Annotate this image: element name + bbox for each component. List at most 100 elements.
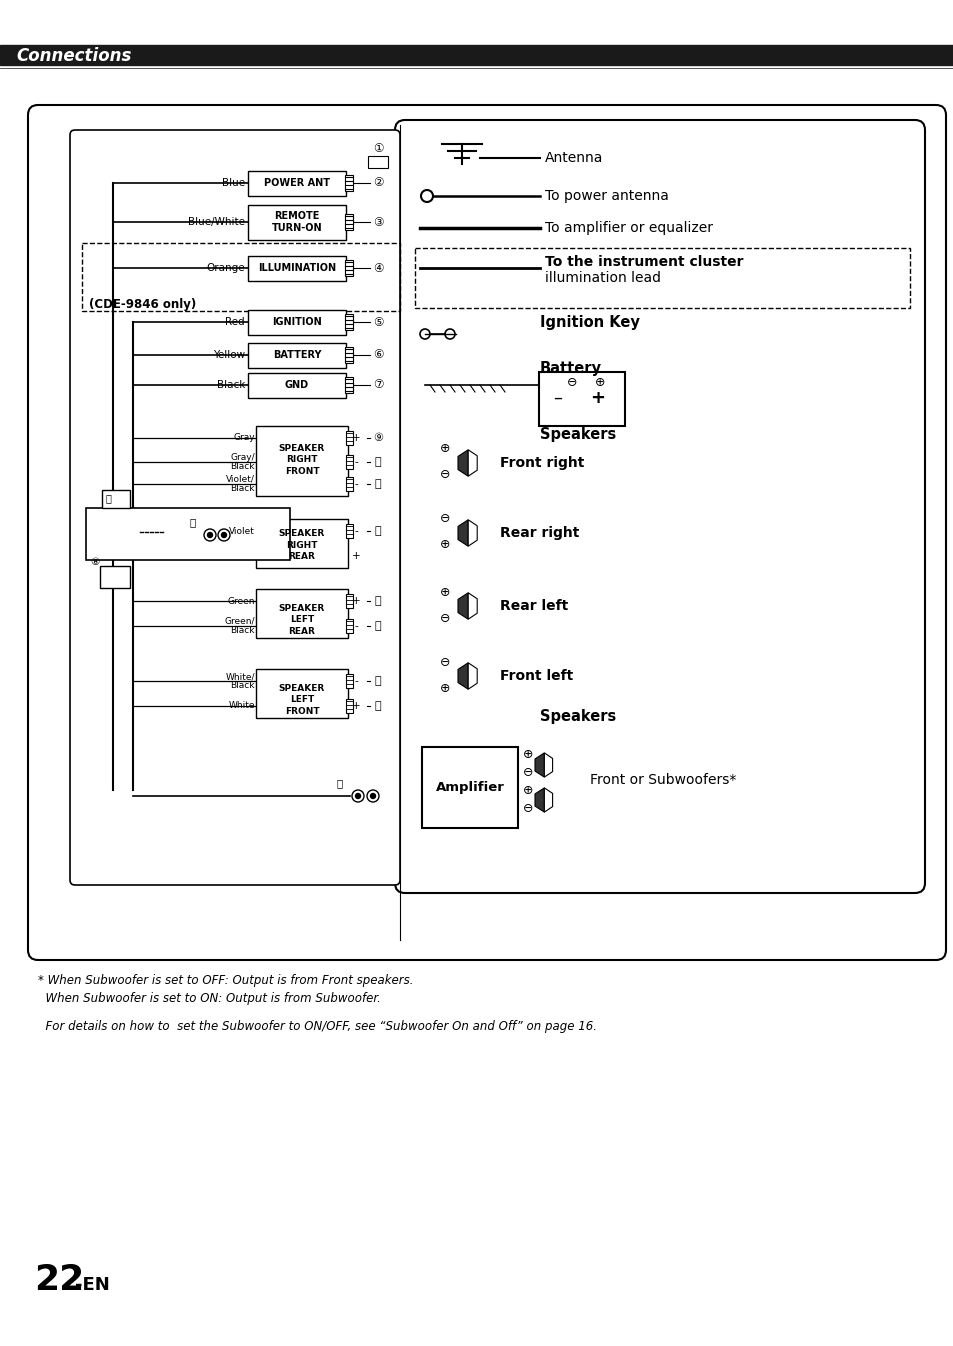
Text: -EN: -EN — [75, 1276, 110, 1294]
Text: To amplifier or equalizer: To amplifier or equalizer — [544, 221, 712, 236]
Text: Speakers: Speakers — [539, 708, 616, 724]
Text: illumination lead: illumination lead — [544, 271, 660, 285]
Bar — [346, 431, 353, 446]
Text: To power antenna: To power antenna — [544, 188, 668, 203]
Text: +: + — [590, 389, 605, 406]
Text: ⊖: ⊖ — [439, 468, 450, 482]
Bar — [346, 619, 353, 633]
Text: ⑭: ⑭ — [375, 596, 381, 606]
Text: ⑨: ⑨ — [373, 433, 382, 443]
Text: -: - — [354, 458, 357, 467]
Text: Green: Green — [227, 596, 254, 606]
Text: IGNITION: IGNITION — [272, 318, 321, 327]
Text: ⊖: ⊖ — [522, 801, 533, 814]
Text: ⊕: ⊕ — [594, 377, 604, 389]
FancyBboxPatch shape — [28, 105, 945, 960]
Text: SPEAKER
RIGHT
FRONT: SPEAKER RIGHT FRONT — [278, 444, 325, 475]
FancyBboxPatch shape — [248, 171, 346, 195]
FancyBboxPatch shape — [255, 669, 348, 717]
Text: Front left: Front left — [499, 669, 573, 682]
Text: ⑦: ⑦ — [373, 378, 383, 392]
Text: REMOTE
TURN-ON: REMOTE TURN-ON — [272, 211, 322, 233]
Circle shape — [208, 533, 213, 537]
Bar — [102, 490, 130, 507]
Polygon shape — [468, 662, 476, 689]
Text: SPEAKER
LEFT
FRONT: SPEAKER LEFT FRONT — [278, 684, 325, 716]
Text: -: - — [354, 676, 357, 686]
Polygon shape — [468, 592, 476, 619]
Text: 22: 22 — [34, 1263, 84, 1298]
Circle shape — [355, 794, 360, 798]
FancyBboxPatch shape — [248, 373, 346, 397]
Text: -: - — [354, 621, 357, 631]
FancyBboxPatch shape — [255, 425, 348, 495]
Text: Black: Black — [216, 380, 245, 390]
Text: Front right: Front right — [499, 456, 584, 470]
Text: Blue: Blue — [222, 178, 245, 188]
Text: –: – — [553, 389, 562, 406]
FancyBboxPatch shape — [248, 342, 346, 367]
Text: +: + — [352, 433, 360, 443]
Bar — [346, 674, 353, 688]
Text: Gray: Gray — [233, 433, 254, 443]
FancyBboxPatch shape — [538, 371, 624, 425]
Text: ⊖: ⊖ — [439, 513, 450, 525]
Text: ⑪: ⑪ — [375, 458, 381, 467]
Text: ⊕: ⊕ — [522, 783, 533, 797]
Text: Front or Subwoofers*: Front or Subwoofers* — [589, 773, 736, 787]
Text: Violet/
Black: Violet/ Black — [226, 475, 254, 493]
Polygon shape — [535, 752, 544, 777]
Text: For details on how to  set the Subwoofer to ON/OFF, see “Subwoofer On and Off” o: For details on how to set the Subwoofer … — [38, 1020, 597, 1032]
Polygon shape — [535, 787, 544, 812]
Bar — [346, 524, 353, 538]
Text: +: + — [352, 701, 360, 711]
Text: +: + — [352, 551, 360, 561]
Text: * When Subwoofer is set to OFF: Output is from Front speakers.: * When Subwoofer is set to OFF: Output i… — [38, 975, 413, 987]
Text: Connections: Connections — [16, 47, 132, 65]
FancyBboxPatch shape — [248, 205, 346, 240]
Bar — [346, 455, 353, 468]
FancyBboxPatch shape — [421, 747, 517, 828]
Bar — [345, 377, 353, 393]
Text: SPEAKER
LEFT
REAR: SPEAKER LEFT REAR — [278, 604, 325, 635]
Text: Red: Red — [225, 318, 245, 327]
Text: Battery: Battery — [539, 361, 601, 376]
Text: Antenna: Antenna — [544, 151, 602, 166]
Text: -: - — [354, 526, 357, 536]
Bar — [368, 156, 388, 168]
Polygon shape — [457, 520, 468, 546]
FancyBboxPatch shape — [86, 507, 290, 560]
Text: Green/
Black: Green/ Black — [224, 616, 254, 635]
Text: ⊕: ⊕ — [439, 586, 450, 599]
Bar — [100, 567, 130, 588]
Text: ⑤: ⑤ — [373, 315, 383, 328]
Text: ⑥: ⑥ — [373, 349, 383, 362]
Text: SPEAKER
RIGHT
REAR: SPEAKER RIGHT REAR — [278, 529, 325, 560]
Text: ⑲: ⑲ — [336, 778, 343, 787]
Text: ⊖: ⊖ — [439, 611, 450, 625]
Text: ⊕: ⊕ — [439, 538, 450, 552]
Text: Violet: Violet — [229, 526, 254, 536]
Bar — [345, 175, 353, 191]
Polygon shape — [544, 787, 552, 812]
Text: ⑬: ⑬ — [375, 526, 381, 536]
Text: Orange: Orange — [206, 262, 245, 273]
Text: Blue/White: Blue/White — [188, 217, 245, 227]
Text: +: + — [352, 596, 360, 606]
Text: ⑯: ⑯ — [375, 676, 381, 686]
Bar — [346, 594, 353, 608]
Text: Yellow: Yellow — [213, 350, 245, 359]
Text: ②: ② — [373, 176, 383, 190]
Text: When Subwoofer is set to ON: Output is from Subwoofer.: When Subwoofer is set to ON: Output is f… — [38, 992, 380, 1005]
FancyBboxPatch shape — [395, 120, 924, 892]
Text: Amplifier: Amplifier — [436, 781, 504, 794]
Text: GND: GND — [285, 380, 309, 390]
Text: ⑱: ⑱ — [105, 493, 111, 503]
Bar — [0, 44, 953, 65]
FancyBboxPatch shape — [70, 131, 399, 886]
Text: -: - — [354, 479, 357, 489]
Polygon shape — [468, 450, 476, 476]
FancyBboxPatch shape — [248, 256, 346, 280]
Bar — [82, 244, 399, 311]
Polygon shape — [544, 752, 552, 777]
